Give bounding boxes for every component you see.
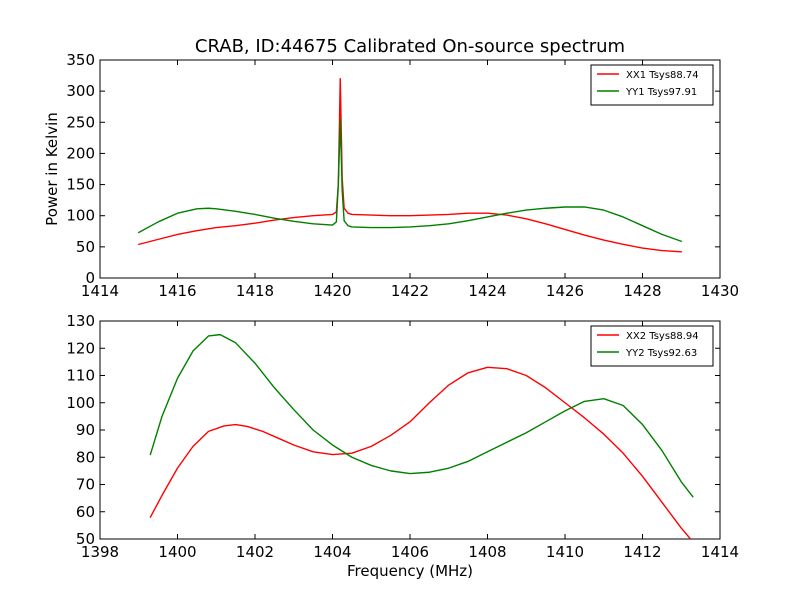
x-tick-label: 1426 bbox=[546, 282, 584, 300]
series-line-yy2-tsys92-63 bbox=[149, 333, 694, 498]
legend-box bbox=[590, 64, 714, 106]
legend: XX1 Tsys88.74 YY1 Tsys97.91 bbox=[590, 64, 714, 106]
y-tick-label: 120 bbox=[66, 339, 95, 357]
x-tick-label: 1400 bbox=[158, 543, 196, 561]
legend: XX2 Tsys88.94 YY2 Tsys92.63 bbox=[590, 325, 714, 367]
x-axis-label: Frequency (MHz) bbox=[347, 562, 473, 580]
x-tick-label: 1430 bbox=[701, 282, 739, 300]
y-tick-label: 350 bbox=[66, 51, 95, 69]
legend-box bbox=[590, 325, 714, 367]
y-tick-label: 90 bbox=[76, 421, 95, 439]
series-line-yy1-tsys97-91 bbox=[138, 118, 682, 242]
x-tick-label: 1416 bbox=[158, 282, 196, 300]
x-tick-label: 1428 bbox=[623, 282, 661, 300]
subplot-1: 1414 1416 1418 1420 1422 1424 1426 1428 1430 0 50 1… bbox=[43, 36, 739, 300]
legend-entry-label: YY1 Tsys97.91 bbox=[625, 87, 697, 98]
subplot-2: 1398 1400 1402 1404 1406 1408 1410 1412 1414 50 60… bbox=[66, 312, 739, 580]
y-tick-label: 110 bbox=[66, 367, 95, 385]
x-tick-label: 1398 bbox=[81, 543, 119, 561]
series-line-xx2-tsys88-94 bbox=[149, 366, 692, 539]
y-tick-label: 150 bbox=[66, 176, 95, 194]
x-tick-label: 1414 bbox=[81, 282, 119, 300]
y-tick-label: 80 bbox=[76, 448, 95, 466]
y-tick-label: 0 bbox=[85, 269, 95, 287]
x-tick-label: 1422 bbox=[391, 282, 429, 300]
x-tick-label: 1402 bbox=[236, 543, 274, 561]
legend-entry-label: XX2 Tsys88.94 bbox=[626, 331, 699, 342]
x-tick-label: 1412 bbox=[623, 543, 661, 561]
x-tick-label: 1406 bbox=[391, 543, 429, 561]
y-tick-label: 60 bbox=[76, 503, 95, 521]
x-tick-label: 1424 bbox=[468, 282, 506, 300]
x-tick-label: 1404 bbox=[313, 543, 351, 561]
chart-title: CRAB, ID:44675 Calibrated On-source spec… bbox=[195, 36, 625, 57]
y-tick-label: 100 bbox=[66, 207, 95, 225]
y-tick-label: 70 bbox=[76, 476, 95, 494]
y-tick-label: 50 bbox=[76, 530, 95, 548]
y-tick-label: 300 bbox=[66, 82, 95, 100]
y-axis-label: Power in Kelvin bbox=[43, 112, 61, 226]
legend-entry-label: XX1 Tsys88.74 bbox=[626, 70, 699, 81]
legend-entry-label: YY2 Tsys92.63 bbox=[625, 348, 697, 359]
series-line-xx1-tsys88-74 bbox=[138, 77, 682, 253]
y-tick-label: 100 bbox=[66, 394, 95, 412]
x-tick-label: 1414 bbox=[701, 543, 739, 561]
y-tick-label: 130 bbox=[66, 312, 95, 330]
y-tick-label: 50 bbox=[76, 238, 95, 256]
y-tick-label: 200 bbox=[66, 144, 95, 162]
x-tick-label: 1420 bbox=[313, 282, 351, 300]
y-tick-label: 250 bbox=[66, 113, 95, 131]
x-tick-label: 1408 bbox=[468, 543, 506, 561]
x-tick-label: 1410 bbox=[546, 543, 584, 561]
x-tick-label: 1418 bbox=[236, 282, 274, 300]
